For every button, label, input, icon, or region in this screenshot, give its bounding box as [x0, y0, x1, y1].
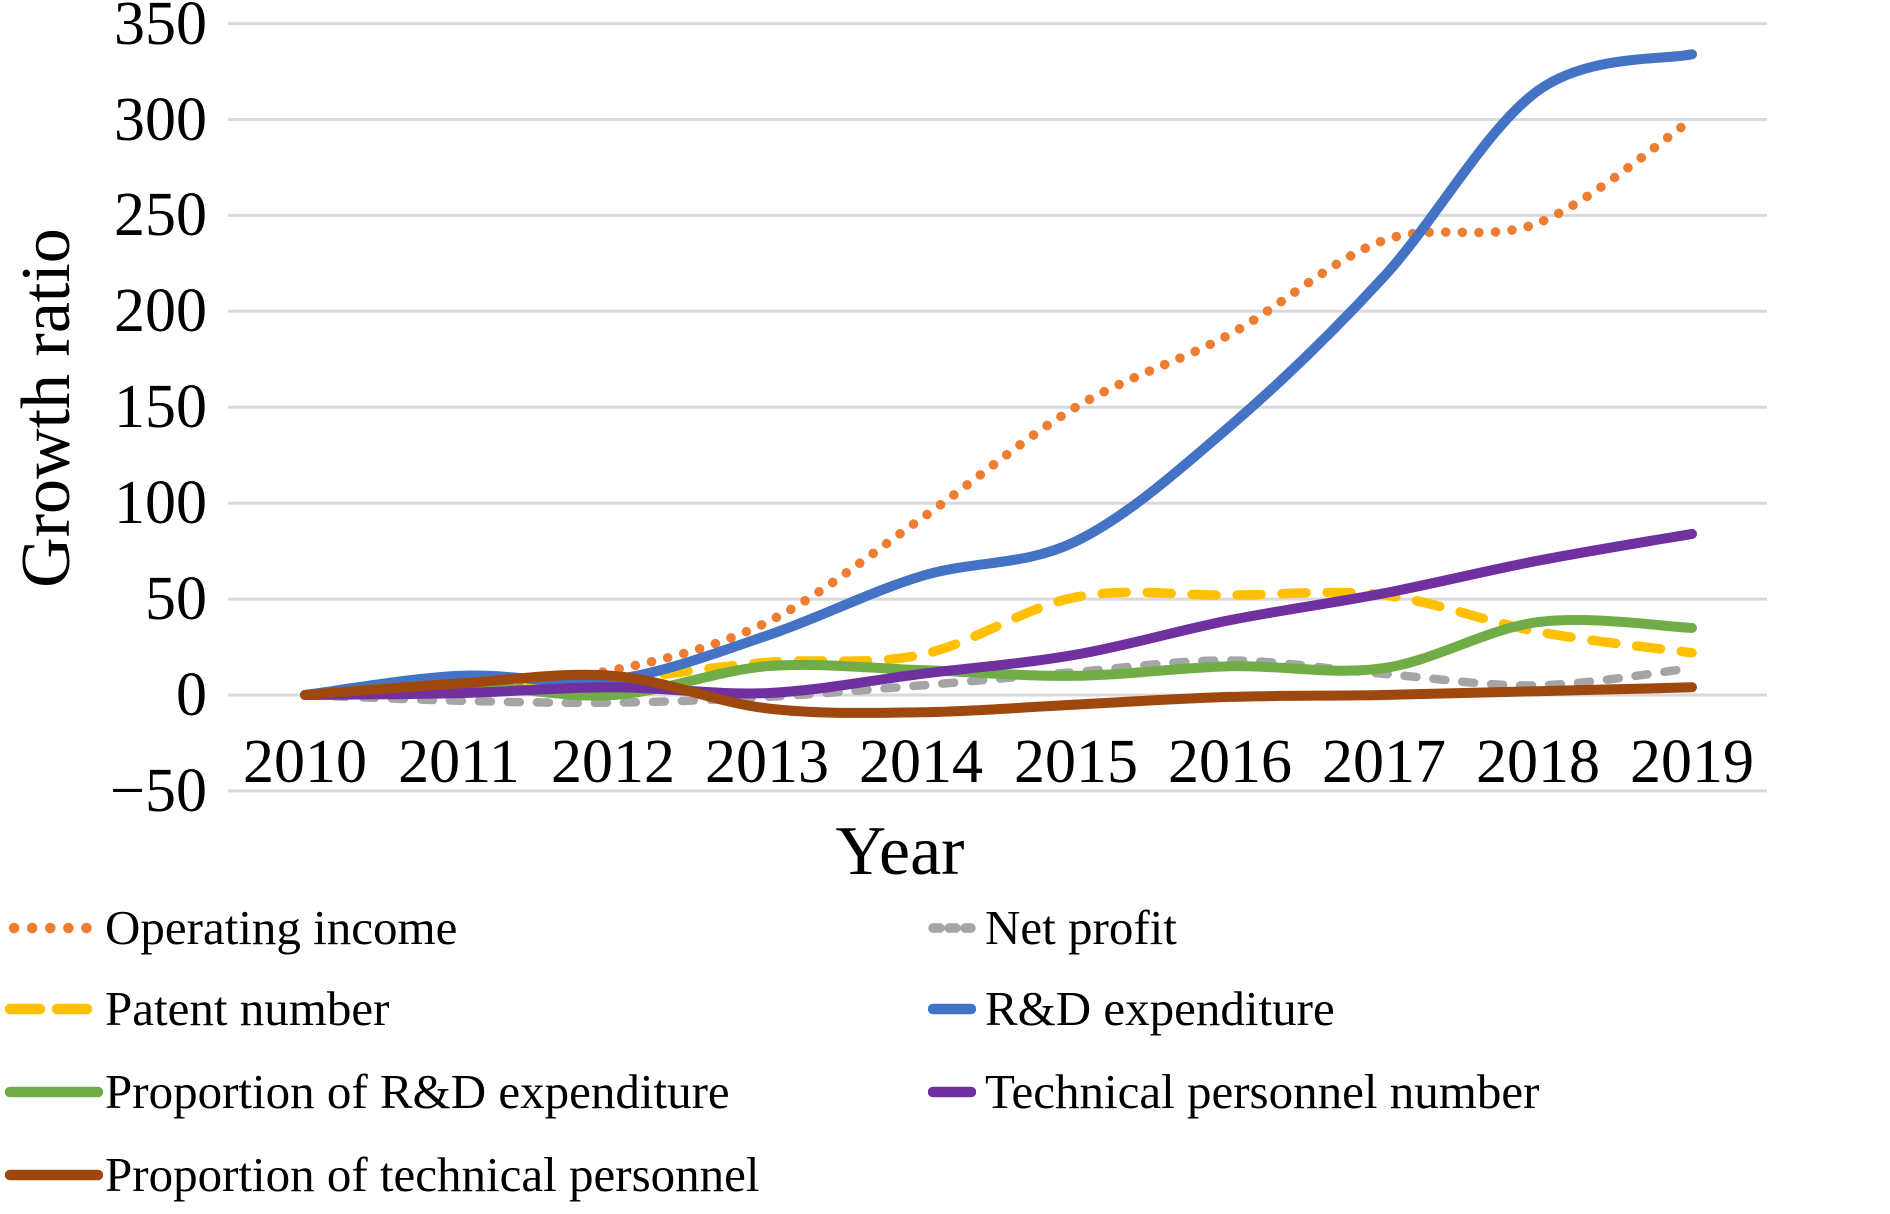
y-tick-label: 0 [176, 661, 207, 729]
legend-swatch-net-profit [928, 923, 976, 933]
legend-label-patent-number: Patent number [105, 981, 390, 1036]
legend-swatch-patent-number [5, 1003, 103, 1015]
y-tick-label: 200 [114, 277, 207, 345]
plot-area [228, 22, 1767, 793]
x-tick-label: 2019 [1630, 728, 1754, 796]
legend-label-technical-personnel-number: Technical personnel number [985, 1064, 1540, 1119]
y-tick-label: −50 [110, 757, 207, 825]
line-proportion-technical-personnel [300, 669, 1697, 718]
x-tick-label: 2011 [398, 728, 520, 796]
x-tick-label: 2010 [243, 728, 367, 796]
legend-swatch-technical-personnel-number [928, 1086, 976, 1098]
y-tick-label: 300 [114, 86, 207, 154]
line-proportion-rd-expenditure [300, 615, 1697, 701]
y-axis-title: Growth ratio [8, 228, 85, 588]
legend-label-operating-income: Operating income [105, 900, 458, 955]
x-axis-title: Year [835, 813, 965, 890]
y-tick-label: 150 [114, 373, 207, 441]
legend-label-proportion-rd-expenditure: Proportion of R&D expenditure [105, 1064, 730, 1119]
line-technical-personnel-number [300, 528, 1697, 700]
y-tick-label: 250 [114, 181, 207, 249]
x-tick-label: 2018 [1476, 728, 1600, 796]
x-tick-label: 2017 [1322, 728, 1446, 796]
legend-swatch-proportion-rd-expenditure [5, 1086, 103, 1098]
legend-label-net-profit: Net profit [985, 900, 1177, 955]
x-tick-label: 2014 [859, 728, 983, 796]
legend-label-rd-expenditure: R&D expenditure [985, 981, 1335, 1036]
x-tick-label: 2015 [1014, 728, 1138, 796]
x-tick-label: 2012 [551, 728, 675, 796]
y-tick-label: 50 [145, 565, 207, 633]
legend-swatch-operating-income [8, 922, 103, 934]
x-tick-label: 2013 [705, 728, 829, 796]
x-tick-label: 2016 [1168, 728, 1292, 796]
legend-label-proportion-technical-personnel: Proportion of technical personnel [105, 1147, 760, 1202]
line-operating-income [300, 114, 1697, 700]
y-tick-label: 350 [114, 0, 207, 58]
y-tick-label: 100 [114, 469, 207, 537]
legend-swatch-rd-expenditure [928, 1003, 976, 1015]
series-lines [300, 49, 1697, 718]
legend-swatch-proportion-technical-personnel [5, 1169, 103, 1181]
